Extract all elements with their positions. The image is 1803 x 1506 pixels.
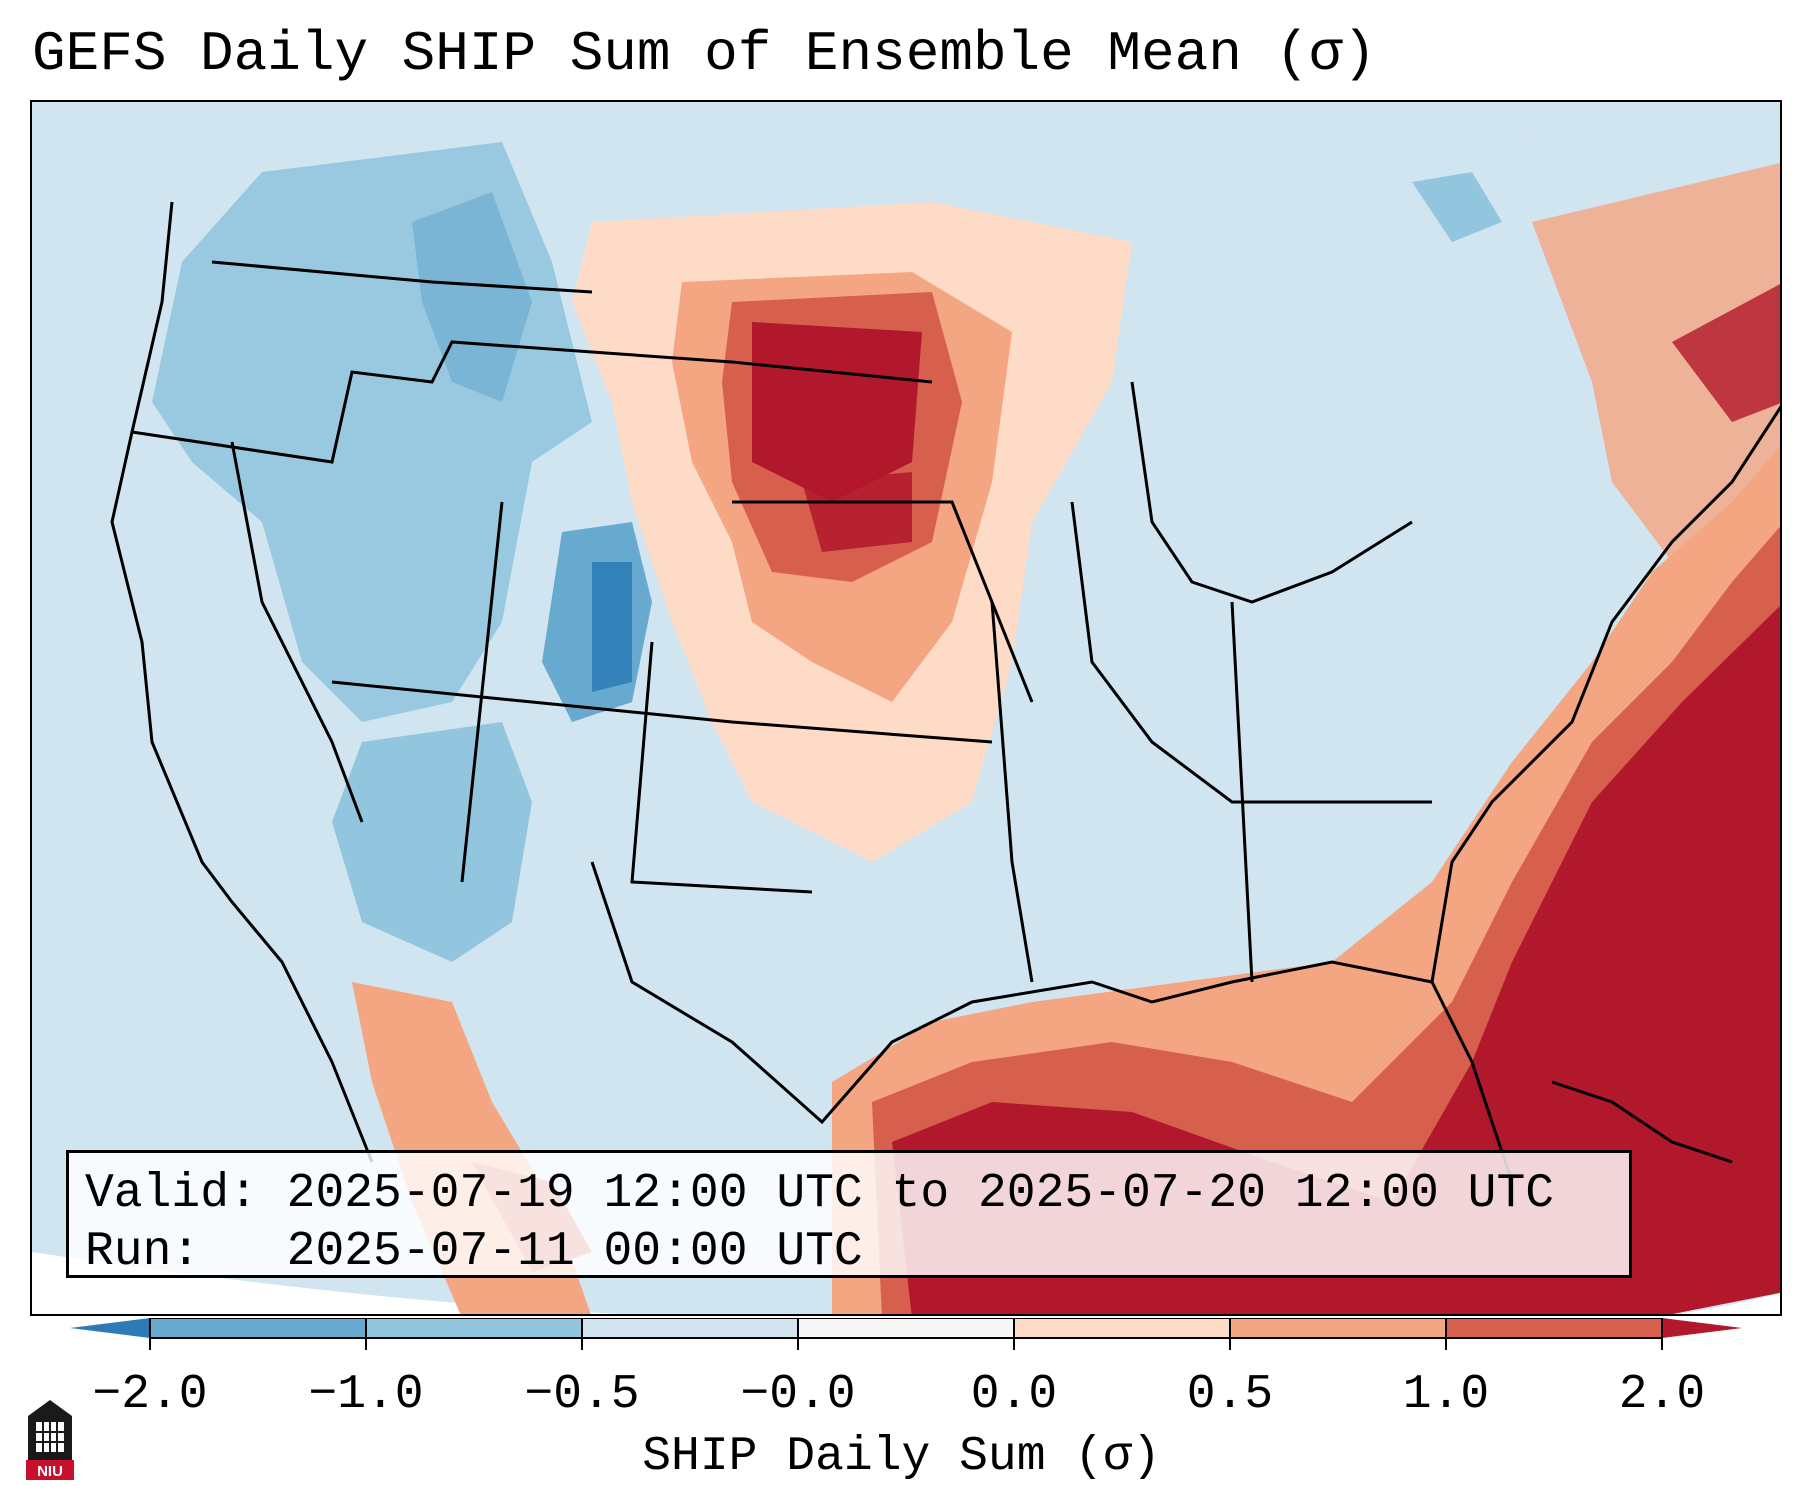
map-canvas	[32, 102, 1780, 1314]
border-al	[1230, 601, 1254, 983]
cuba-outline	[1551, 1080, 1733, 1164]
valid-label: Valid:	[85, 1167, 258, 1221]
logo-text: NIU	[37, 1463, 63, 1480]
colorbar-extend-low	[70, 1318, 150, 1338]
field-strong-pos-maine	[1672, 284, 1780, 422]
chart-title: GEFS Daily SHIP Sum of Ensemble Mean (σ)	[32, 22, 1377, 86]
colorbar-tick-label: −2.0	[92, 1368, 208, 1422]
valid-run-box: Valid: 2025-07-19 12:00 UTC to 2025-07-2…	[66, 1150, 1632, 1279]
border-mid	[732, 500, 1034, 703]
colorbar-ticks	[149, 1318, 1663, 1350]
run-label: Run:	[85, 1225, 201, 1279]
colorbar-tick-label: −0.0	[740, 1368, 856, 1422]
run-value: 2025-07-11 00:00 UTC	[286, 1225, 863, 1279]
field-neg-idaho	[412, 192, 532, 402]
field-neg-arizona	[332, 722, 532, 962]
niu-logo: NIU	[26, 1400, 74, 1480]
great-lakes-border	[1130, 381, 1413, 604]
colorbar-tick-label: 1.0	[1402, 1368, 1490, 1422]
border-canada	[211, 260, 593, 294]
colorbar-tick-label: −0.5	[524, 1368, 640, 1422]
border-ohio-valley	[1070, 501, 1432, 804]
colorbar-bin-1	[150, 1318, 366, 1338]
border-az-nm	[460, 501, 504, 883]
colorbar-label: SHIP Daily Sum (σ)	[642, 1430, 1161, 1484]
domain-edge-right	[1679, 1293, 1780, 1314]
colorbar-bin-3	[582, 1318, 798, 1338]
border-mississippi	[990, 601, 1034, 983]
colorbar-tick-label: 0.5	[1186, 1368, 1274, 1422]
field-pos-new-england	[1532, 162, 1780, 562]
field-neg-canada-patch	[1412, 172, 1502, 242]
border-36n	[331, 680, 993, 744]
field-strong-pos-nebraska	[802, 472, 912, 552]
domain-edge-left	[32, 1252, 620, 1314]
east-coastline	[1430, 405, 1780, 983]
boundaries	[110, 201, 1780, 1183]
logo-window-grid	[36, 1422, 64, 1452]
colorbar-tick-label: 0.0	[970, 1368, 1058, 1422]
west-coastline	[110, 201, 374, 1163]
map-panel	[30, 100, 1782, 1316]
border-nm-tx	[630, 641, 813, 894]
border-nevada	[230, 441, 364, 823]
logo-band	[26, 1460, 74, 1480]
field-strong-neg-colorado	[592, 562, 632, 692]
colorbar-bin-4	[798, 1318, 1014, 1338]
colorbar-bin-6	[1230, 1318, 1446, 1338]
colorbar-bin-5	[1014, 1318, 1230, 1338]
colorbar-bin-2	[366, 1318, 582, 1338]
colorbar-extend-high	[1662, 1318, 1742, 1338]
valid-value: 2025-07-19 12:00 UTC to 2025-07-20 12:00…	[286, 1167, 1555, 1221]
colorbar	[70, 1318, 1742, 1350]
colorbar-bin-7	[1446, 1318, 1662, 1338]
border-northern-states	[131, 340, 933, 464]
colorbar-tick-label: 2.0	[1618, 1368, 1706, 1422]
field-strong-pos-atlantic	[892, 605, 1780, 1314]
colorbar-tick-label: −1.0	[308, 1368, 424, 1422]
